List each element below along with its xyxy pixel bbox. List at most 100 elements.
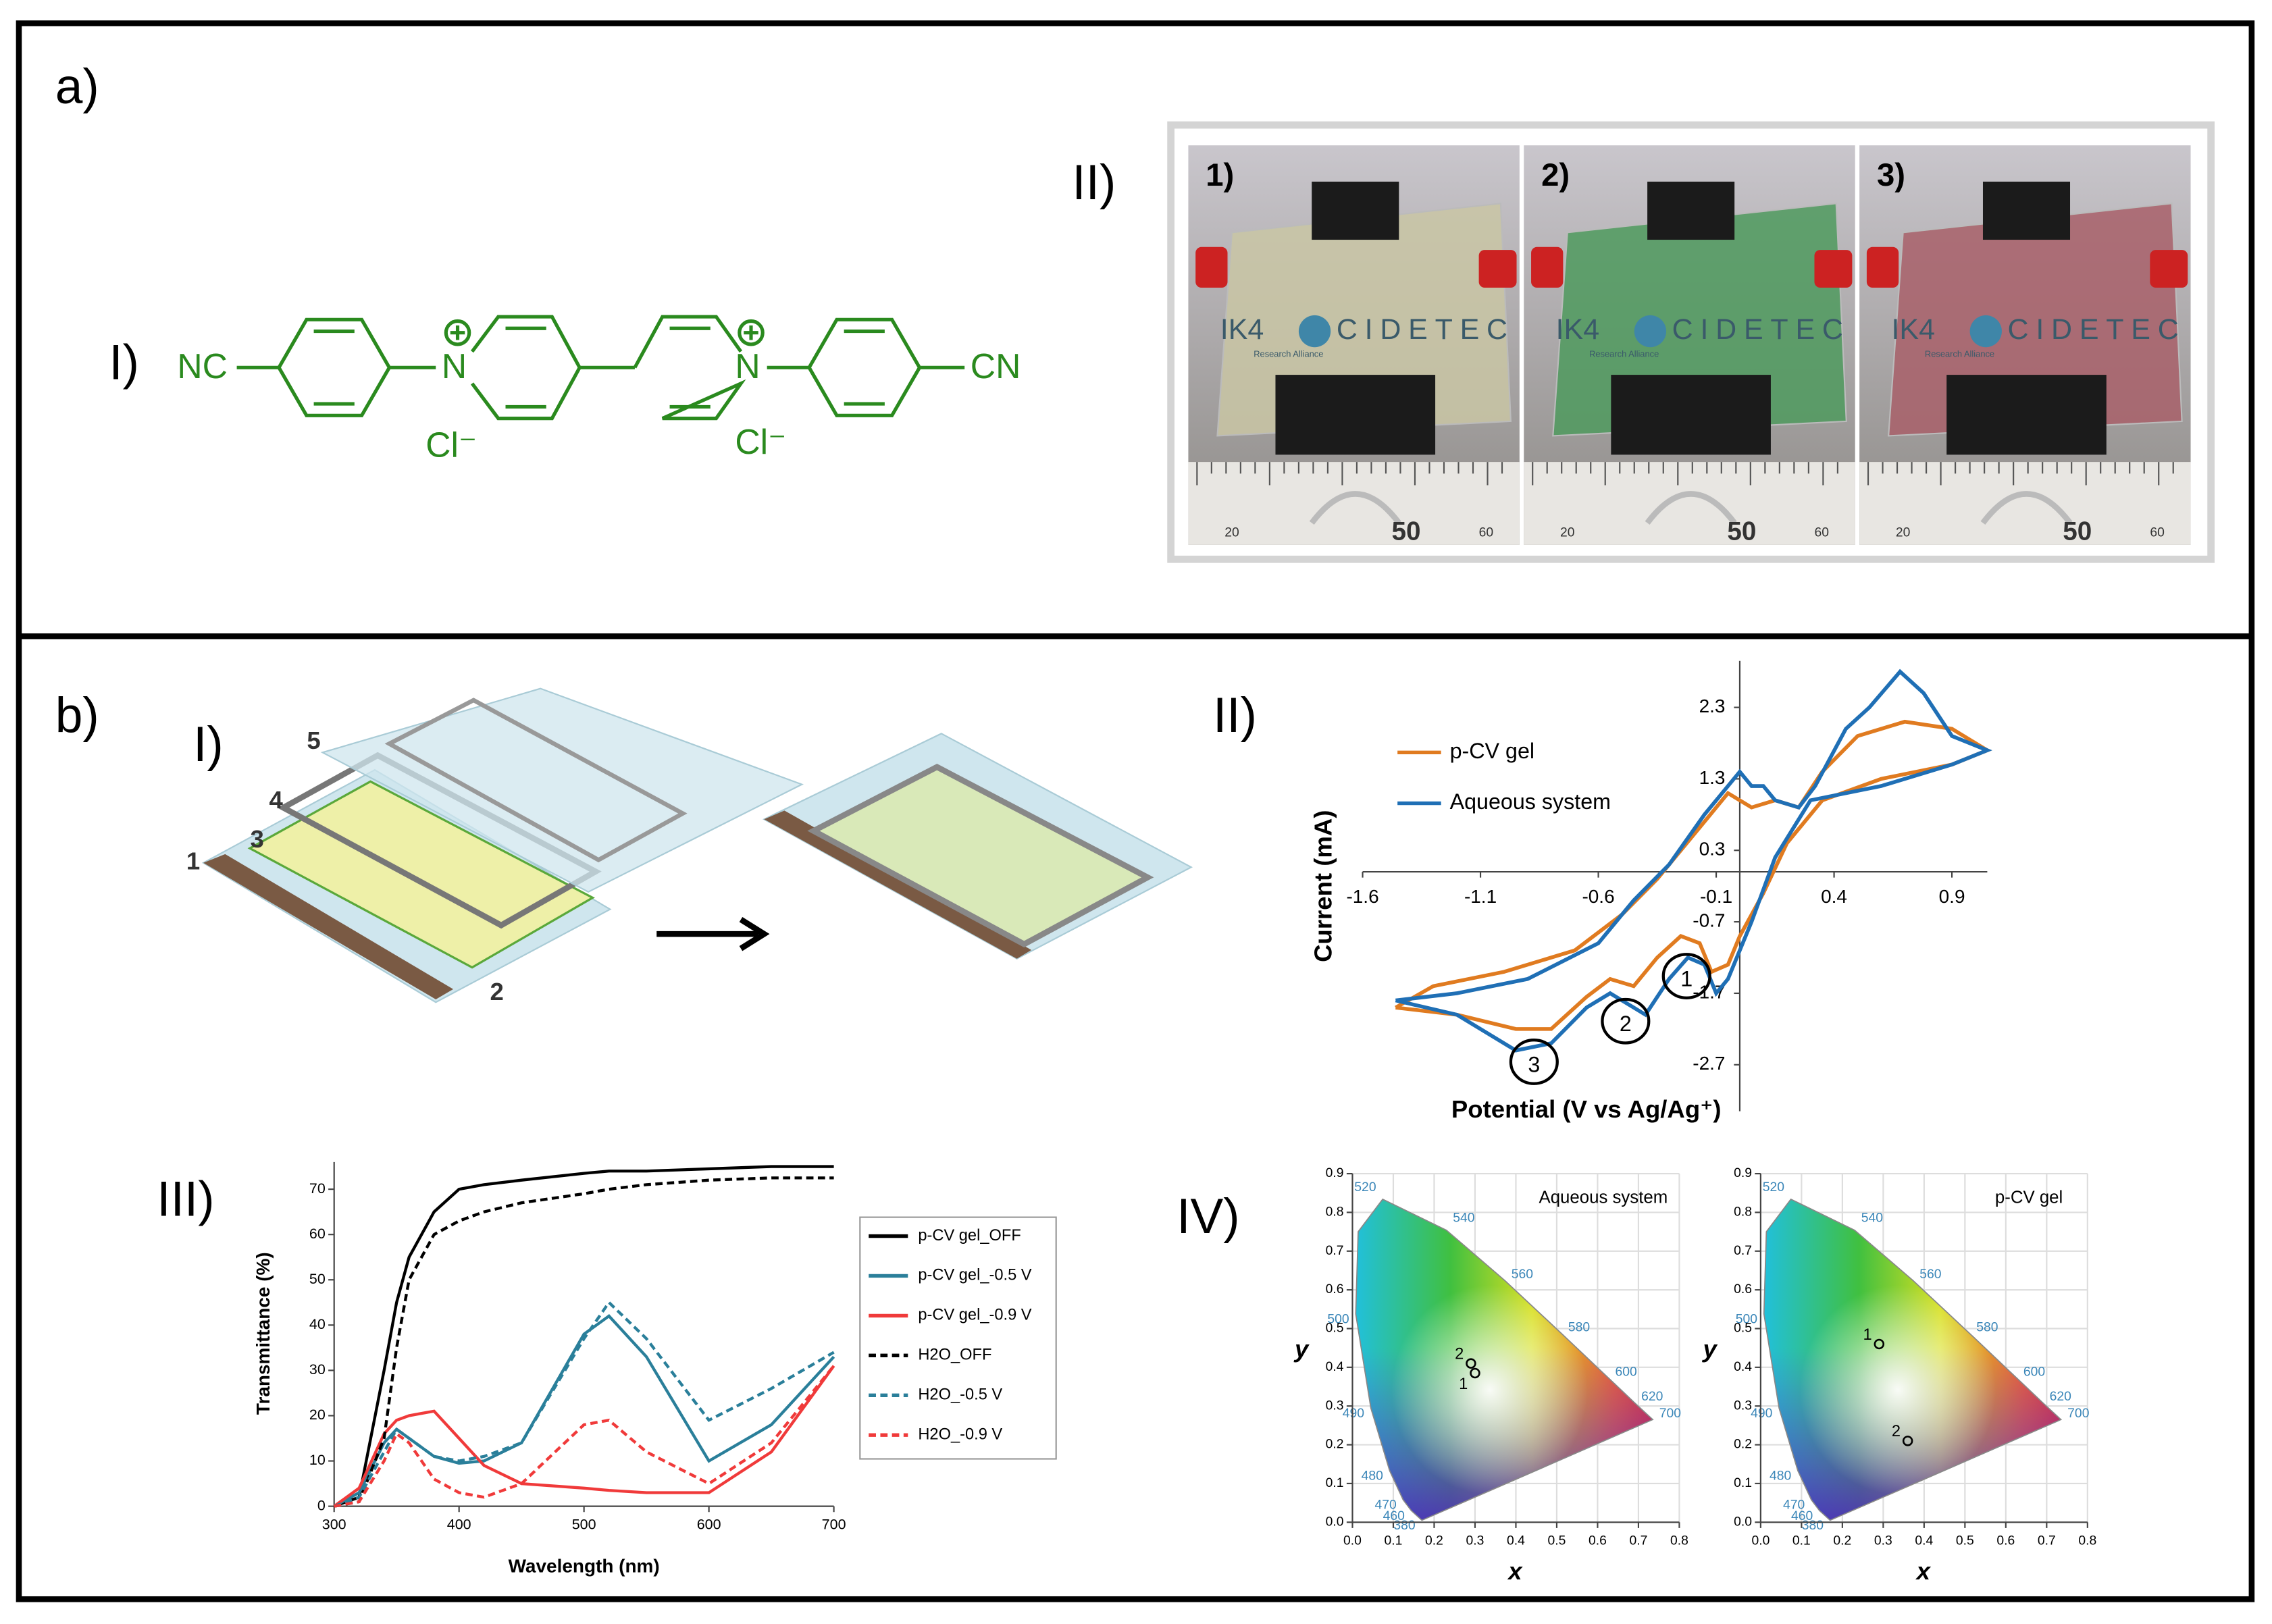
clip [1946,375,2107,455]
group: CN [971,346,1021,386]
ruler-label: 50 [1392,517,1421,546]
part-label: IV) [1177,1189,1239,1244]
y-tick-label: 0.8 [1326,1205,1344,1220]
y-tick-label: 0.4 [1326,1359,1344,1374]
chart: -1.6 -1.1 -0.6 -0.1 0.4 0.92.31.30.3-0.7-1.7-… [1309,660,1992,1123]
wavelength-label: 580 [1568,1319,1590,1334]
part-label: III) [157,1172,214,1226]
ruler-label: 20 [1224,525,1239,540]
photos: 1) IK4 CIDETEC Research Alliance 20 50 60 2) IK4… [1188,145,2191,546]
electrode [764,810,1032,959]
photo-label: 1) [1206,157,1234,193]
x-axis-label: x [1507,1557,1523,1585]
ruler-label: 20 [1896,525,1911,540]
photo-frame [1167,121,2215,563]
x-tick-label: 0.4 [1821,886,1847,907]
x-tick-label: 0.6 [1589,1533,1607,1548]
y-tick-label: 0.2 [1734,1437,1752,1452]
x-axis-label: Wavelength (nm) [509,1555,660,1576]
clip [1275,375,1436,455]
clamp [1814,250,1853,288]
point [1470,1367,1480,1379]
y-tick-label: 0.6 [1326,1282,1344,1296]
outer-frame [16,20,2255,1602]
x-axis-label: Potential (V vs Ag/Ag⁺) [1451,1095,1722,1123]
y-tick-label: 40 [309,1316,326,1332]
y-tick-label: 0.6 [1734,1282,1752,1296]
series-line [333,1165,834,1508]
x-tick-label: -1.6 [1346,886,1378,907]
photo-label: 2) [1541,157,1570,193]
series-line [333,1365,835,1508]
frame [384,698,688,863]
wavelength-label: 480 [1770,1469,1791,1484]
wavelength-label: 560 [1919,1267,1941,1282]
x-tick-label: 0.2 [1425,1533,1443,1548]
annotation: 3 [1528,1052,1540,1076]
part-label: I) [193,717,224,772]
legend-label: H2O_-0.5 V [918,1386,1002,1404]
x-tick-label: 0.7 [2038,1533,2056,1548]
y-tick-label: 0.0 [1326,1514,1344,1529]
point-label: 1 [1863,1326,1872,1344]
locus-outline [1355,1198,1654,1521]
glass [320,687,804,893]
legend-label: H2O_OFF [918,1346,991,1364]
y-tick-label: 0.1 [1326,1475,1344,1490]
y-tick-label: 70 [309,1180,326,1197]
clamp [1866,246,1899,288]
point [1874,1338,1885,1350]
wavelength-label: 460 [1383,1509,1405,1523]
x-tick-label: 0.0 [1751,1533,1770,1548]
x-tick-label: 400 [447,1516,471,1532]
wavelength-label: 560 [1512,1267,1533,1282]
charge [744,325,758,340]
clip [1312,182,1399,240]
atom: N [735,346,760,386]
layer-labels: 1 2 34 5 [186,727,504,1005]
molecule: NC CN N N Cl⁻ Cl⁻ [177,315,1021,464]
y-tick-label: 0.1 [1734,1475,1752,1490]
x-tick-label: 0.0 [1343,1533,1362,1548]
ruler [1524,462,1855,545]
x-tick-label: 0.8 [1670,1533,1688,1548]
y-tick-label: 2.3 [1699,696,1726,716]
wavelength-label: 470 [1375,1498,1397,1513]
y-tick-label: 1.3 [1699,767,1726,788]
wavelength-label: 700 [2067,1406,2089,1421]
series-line [333,1300,835,1508]
layer-label: 4 [269,786,284,814]
legend-label: p-CV gel_-0.9 V [918,1307,1031,1324]
clip-wire [1309,491,1401,525]
x-tick-label: -0.1 [1700,886,1732,907]
series-line [1395,669,1992,1053]
annotation-circle [1509,1039,1559,1085]
wavelength-label: 520 [1354,1180,1376,1195]
y-tick-label: 10 [309,1452,326,1468]
ruler [1859,462,2191,545]
x-tick-label: 0.4 [1507,1533,1525,1548]
logo: CIDETEC [1672,313,1851,346]
x-tick-label: 0.3 [1874,1533,1892,1548]
legend-label: p-CV gel_-0.5 V [918,1267,1031,1284]
y-tick-label: 0.3 [1699,839,1726,860]
logo-sub: Research Alliance [1254,348,1323,359]
group: NC [177,346,228,386]
point [1466,1358,1476,1369]
x-tick-label: 0.3 [1466,1533,1484,1548]
layer-label: 5 [307,727,320,754]
y-tick-label: 50 [309,1271,326,1287]
chart: 3804604704804905005205405605806006207000… [1701,1165,2096,1585]
y-tick-label: 0.9 [1734,1165,1752,1180]
wavelength-label: 490 [1751,1406,1772,1421]
logo: CIDETEC [1337,313,1515,346]
annotation: 2 [1620,1012,1632,1036]
legend-label: p-CV gel_OFF [918,1227,1021,1245]
ruler [1188,462,1520,545]
ruler-label: 60 [1814,525,1829,540]
y-axis-label: Current (mA) [1309,810,1337,962]
panel-label: b) [55,688,99,743]
point-label: 2 [1455,1345,1464,1363]
